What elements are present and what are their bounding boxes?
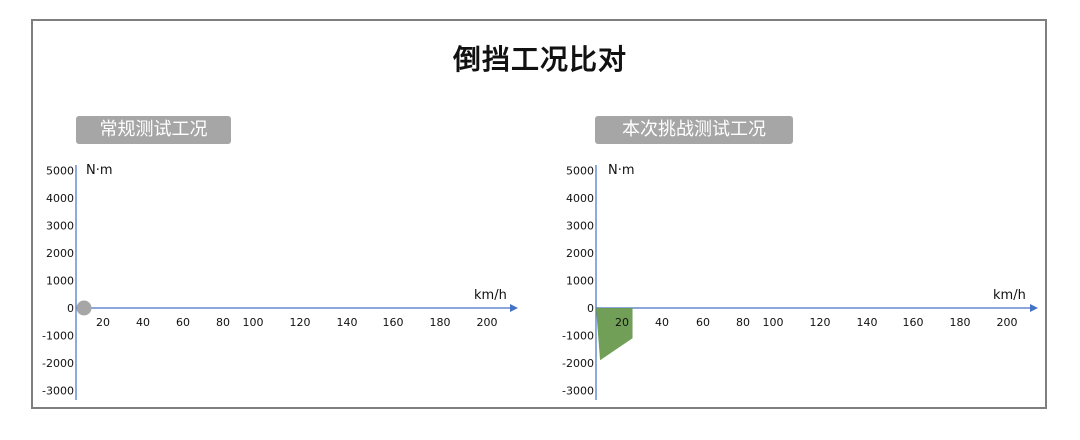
x-tick-label: 160 (903, 316, 924, 329)
y-tick-label: 1000 (46, 275, 74, 288)
x-tick-label: 40 (655, 316, 669, 329)
x-tick-label: 20 (615, 316, 629, 329)
y-tick-label: 3000 (46, 220, 74, 233)
y-tick-label: 1000 (566, 275, 594, 288)
chart-panel-1: 5000 4000 3000 2000 1000 0 -1000 -2000 -3000 20 40… (42, 163, 518, 400)
y-tick-label: 0 (587, 302, 594, 315)
x-axis-unit: km/h (993, 288, 1026, 303)
y-tick-label: 5000 (566, 165, 594, 178)
x-tick-label: 200 (477, 316, 498, 329)
y-tick-label: -1000 (42, 330, 74, 343)
chart-frame (31, 19, 1047, 409)
y-tick-label: 0 (67, 302, 74, 315)
y-tick-label: 4000 (46, 192, 74, 205)
x-tick-label: 60 (696, 316, 710, 329)
x-tick-label: 80 (216, 316, 230, 329)
y-tick-label: 3000 (566, 220, 594, 233)
x-tick-label: 140 (857, 316, 878, 329)
x-tick-label: 100 (763, 316, 784, 329)
page-title: 倒挡工况比对 (452, 43, 627, 76)
x-tick-label: 60 (176, 316, 190, 329)
y-tick-label: -3000 (562, 385, 594, 398)
data-area (596, 308, 633, 361)
x-tick-label: 140 (337, 316, 358, 329)
data-point (76, 300, 92, 316)
x-tick-label: 40 (136, 316, 150, 329)
x-axis-arrow (1030, 304, 1038, 312)
x-axis-unit: km/h (474, 288, 507, 303)
y-axis-unit: N·m (86, 163, 113, 178)
y-tick-label: -1000 (562, 330, 594, 343)
y-tick-label: -2000 (562, 357, 594, 370)
y-tick-label: -3000 (42, 385, 74, 398)
x-tick-label: 120 (290, 316, 311, 329)
x-tick-label: 100 (243, 316, 264, 329)
x-tick-label: 80 (736, 316, 750, 329)
right-panel-label: 本次挑战测试工况 (595, 116, 793, 144)
y-tick-label: 2000 (566, 247, 594, 260)
y-tick-label: 4000 (566, 192, 594, 205)
x-tick-label: 20 (96, 316, 110, 329)
y-tick-label: 5000 (46, 165, 74, 178)
x-tick-label: 160 (383, 316, 404, 329)
chart-panel-2: 5000 4000 3000 2000 1000 0 -1000 -2000 -3000 20 40… (562, 163, 1038, 400)
y-tick-label: -2000 (42, 357, 74, 370)
left-panel-label: 常规测试工况 (76, 116, 231, 144)
y-tick-label: 2000 (46, 247, 74, 260)
x-tick-label: 180 (430, 316, 451, 329)
x-tick-label: 180 (950, 316, 971, 329)
x-tick-label: 200 (997, 316, 1018, 329)
x-axis-arrow (510, 304, 518, 312)
x-tick-label: 120 (810, 316, 831, 329)
y-axis-unit: N·m (608, 163, 635, 178)
